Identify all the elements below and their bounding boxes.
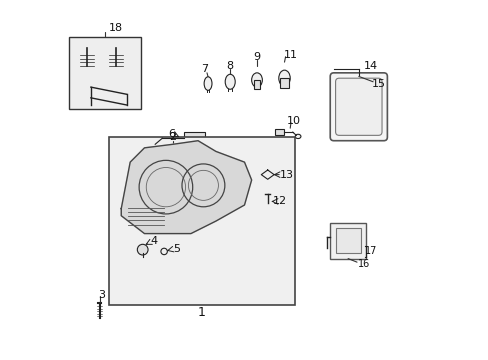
Ellipse shape <box>203 77 212 90</box>
Bar <box>335 228 360 253</box>
Text: 5: 5 <box>173 244 180 253</box>
Text: 1: 1 <box>197 306 205 319</box>
Text: 12: 12 <box>273 197 286 206</box>
Ellipse shape <box>137 244 148 255</box>
Ellipse shape <box>278 70 290 86</box>
Ellipse shape <box>225 74 235 89</box>
Bar <box>274 129 283 135</box>
Text: 9: 9 <box>253 52 260 62</box>
Bar <box>108 137 294 305</box>
Text: 11: 11 <box>284 50 297 60</box>
Ellipse shape <box>295 134 300 139</box>
Bar <box>329 223 365 258</box>
Text: 2: 2 <box>169 132 176 142</box>
Text: 7: 7 <box>201 64 207 74</box>
Bar <box>183 132 205 144</box>
Text: 8: 8 <box>226 61 233 71</box>
Text: 16: 16 <box>357 259 369 269</box>
Text: 18: 18 <box>109 23 122 33</box>
Text: 4: 4 <box>151 237 158 247</box>
Text: 6: 6 <box>167 129 174 139</box>
Polygon shape <box>121 141 251 234</box>
Text: 10: 10 <box>286 116 300 126</box>
Bar <box>280 78 288 88</box>
Text: 17: 17 <box>365 247 377 256</box>
Text: 14: 14 <box>364 62 378 71</box>
Bar <box>69 37 141 109</box>
Ellipse shape <box>251 73 262 87</box>
Text: 13: 13 <box>279 170 293 180</box>
Text: 15: 15 <box>371 78 385 89</box>
Bar <box>253 80 260 89</box>
FancyBboxPatch shape <box>329 73 386 141</box>
Bar <box>260 203 274 217</box>
FancyBboxPatch shape <box>335 78 381 135</box>
Text: 3: 3 <box>98 290 105 300</box>
